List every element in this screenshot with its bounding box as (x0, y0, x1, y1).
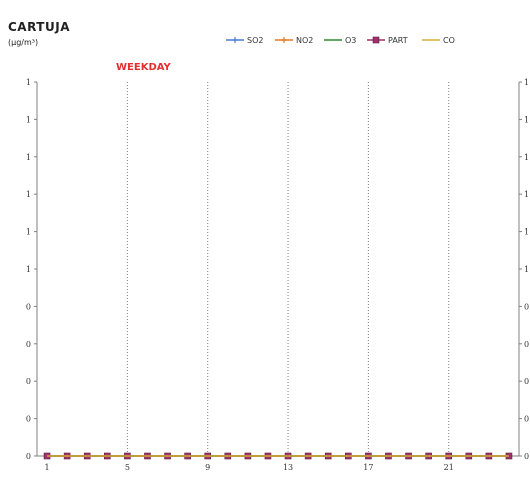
y-tick-label-left: 1 (26, 190, 31, 199)
legend-marker (372, 36, 380, 44)
y-tick-label-right: 1 (524, 115, 529, 124)
y-tick-label-right: 1 (524, 153, 529, 162)
axes (36, 82, 520, 457)
legend-item-part: PART (367, 36, 408, 45)
y-tick-label-left: 1 (26, 78, 31, 87)
x-tick-label: 13 (283, 463, 293, 472)
y-tick-label-left: 1 (26, 228, 31, 237)
legend: SO2 NO2 O3 PART CO (226, 36, 455, 45)
legend-label: SO2 (247, 36, 263, 45)
legend-label: PART (388, 36, 408, 45)
x-tick-label: 1 (44, 463, 49, 472)
y-tick-label-right: 0 (524, 415, 529, 424)
y-tick-label-right: 1 (524, 190, 529, 199)
y-tick-label-left: 0 (26, 377, 31, 386)
x-tick-label: 21 (444, 463, 454, 472)
x-tick-label: 17 (363, 463, 373, 472)
y-tick-label-right: 0 (524, 340, 529, 349)
y-axis-left-ticks: 0 0 0 0 0 1 1 1 1 1 1 (26, 78, 37, 461)
chart-subtitle: WEEKDAY (116, 62, 172, 73)
legend-label: O3 (345, 36, 356, 45)
y-tick-label-right: 0 (524, 377, 529, 386)
y-tick-label-left: 0 (26, 415, 31, 424)
chart-units: (µg/m³) (8, 38, 38, 47)
chart-title: CARTUJA (8, 20, 70, 34)
y-tick-label-right: 0 (524, 452, 529, 461)
series-layer (43, 452, 513, 460)
legend-label: CO (443, 36, 455, 45)
legend-label: NO2 (296, 36, 313, 45)
legend-marker (232, 37, 238, 43)
x-tick-label: 5 (125, 463, 130, 472)
y-tick-label-left: 1 (26, 265, 31, 274)
legend-item-no2: NO2 (275, 36, 313, 45)
y-tick-label-right: 1 (524, 265, 529, 274)
legend-item-co: CO (422, 36, 455, 45)
y-tick-label-right: 0 (524, 302, 529, 311)
x-axis-ticks: 1 5 9 13 17 21 (44, 456, 510, 472)
legend-marker (281, 37, 287, 43)
grid (126, 82, 450, 456)
y-tick-label-left: 0 (26, 340, 31, 349)
y-tick-label-right: 1 (524, 228, 529, 237)
legend-item-o3: O3 (324, 36, 356, 45)
y-tick-label-right: 1 (524, 78, 529, 87)
y-axis-right-ticks: 0 0 0 0 0 1 1 1 1 1 1 (519, 78, 529, 461)
x-tick-label: 9 (205, 463, 210, 472)
y-tick-label-left: 0 (26, 452, 31, 461)
legend-item-so2: SO2 (226, 36, 263, 45)
y-tick-label-left: 1 (26, 115, 31, 124)
y-tick-label-left: 0 (26, 302, 31, 311)
y-tick-label-left: 1 (26, 153, 31, 162)
